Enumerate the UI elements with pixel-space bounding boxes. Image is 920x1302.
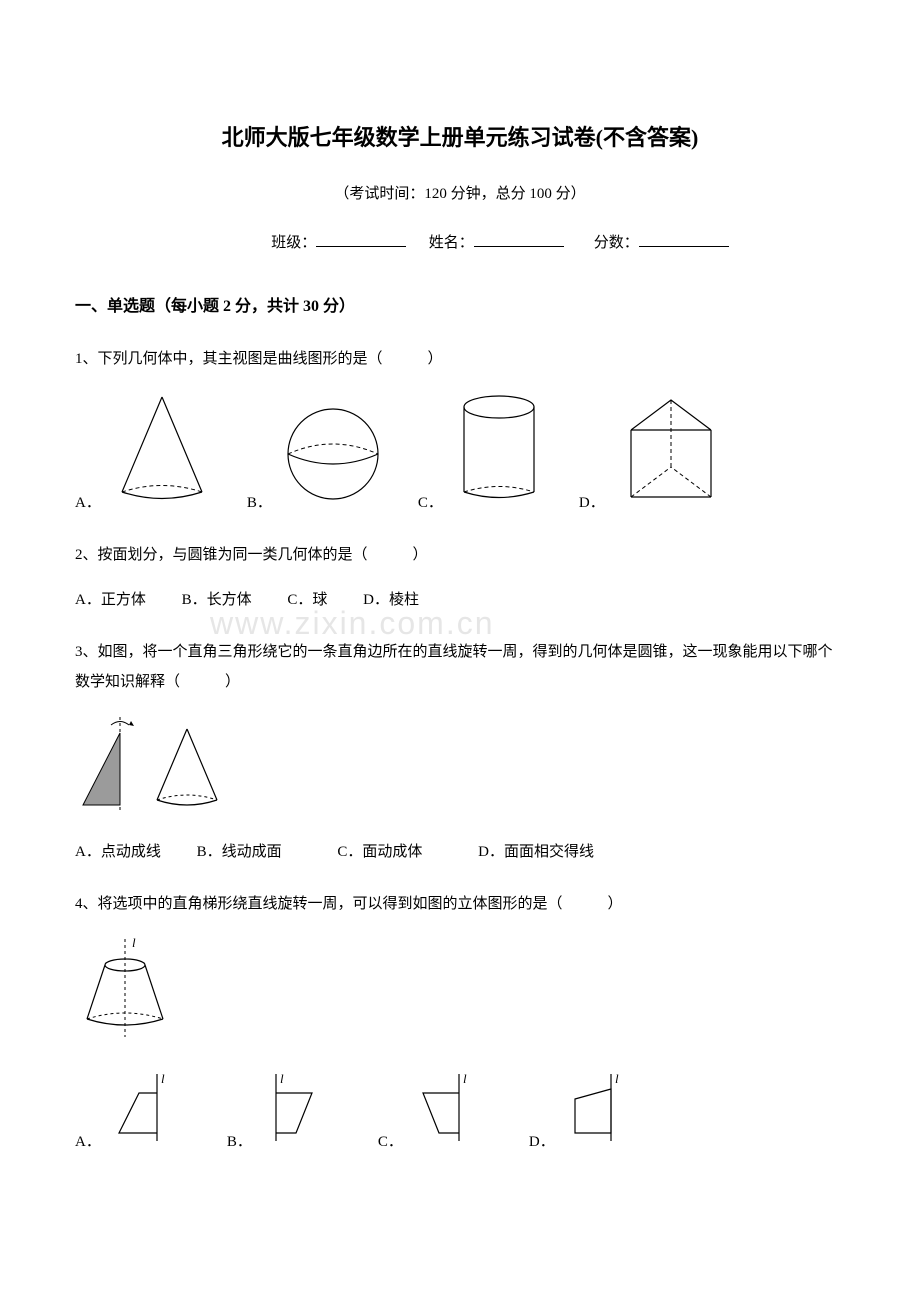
q4-trapezoid-c: l <box>409 1071 479 1151</box>
q4-text: 4、将选项中的直角梯形绕直线旋转一周，可以得到如图的立体图形的是（ ） <box>75 889 845 919</box>
q1-opt-a-label: A． <box>75 491 101 512</box>
q3-options: A．点动成线 B．线动成面 C．面动成体 D．面面相交得线 <box>75 840 845 861</box>
q1-opt-c-label: C． <box>418 491 443 512</box>
q4-opt-a-label: A． <box>75 1130 101 1151</box>
q4-opt-d-label: D． <box>529 1130 555 1151</box>
q2-opt-d: D．棱柱 <box>363 588 419 609</box>
page-title: 北师大版七年级数学上册单元练习试卷(不含答案) <box>75 120 845 152</box>
q2-options: A．正方体 B．长方体 C．球 D．棱柱 <box>75 588 845 609</box>
prism-figure <box>611 392 726 512</box>
svg-text:l: l <box>280 1071 284 1086</box>
q3-opt-a: A．点动成线 <box>75 840 161 861</box>
name-blank <box>474 231 564 247</box>
q1-opt-b-label: B． <box>247 491 272 512</box>
score-label: 分数： <box>594 235 639 251</box>
q3-text: 3、如图，将一个直角三角形绕它的一条直角边所在的直线旋转一周，得到的几何体是圆锥… <box>75 637 845 697</box>
q3-opt-c: C．面动成体 <box>337 840 422 861</box>
cylinder-figure <box>449 392 549 512</box>
q1-options: A． B． C． <box>75 392 845 512</box>
q4-opt-b-label: B． <box>227 1130 252 1151</box>
q2-text: 2、按面划分，与圆锥为同一类几何体的是（ ） <box>75 540 845 570</box>
q2-opt-b: B．长方体 <box>182 588 252 609</box>
cone-figure <box>107 392 217 512</box>
exam-info: （考试时间：120 分钟，总分 100 分） <box>75 182 845 203</box>
name-label: 姓名： <box>429 235 474 251</box>
q4-opt-c-label: C． <box>378 1130 403 1151</box>
q1-opt-d-label: D． <box>579 491 605 512</box>
fill-in-row: 班级： 姓名： 分数： <box>75 231 845 252</box>
svg-text:l: l <box>615 1071 619 1086</box>
score-blank <box>639 231 729 247</box>
svg-text:l: l <box>463 1071 467 1086</box>
q4-figure: l <box>75 937 845 1047</box>
q1-text: 1、下列几何体中，其主视图是曲线图形的是（ ） <box>75 344 845 374</box>
q3-figure <box>75 715 845 820</box>
q3-opt-b: B．线动成面 <box>197 840 282 861</box>
section-header: 一、单选题（每小题 2 分，共计 30 分） <box>75 292 845 316</box>
class-label: 班级： <box>271 235 316 251</box>
q4-trapezoid-a: l <box>107 1071 177 1151</box>
q2-opt-a: A．正方体 <box>75 588 146 609</box>
q4-options: A． l B． l C． <box>75 1071 845 1151</box>
q2-opt-c: C．球 <box>287 588 327 609</box>
q4-trapezoid-d: l <box>561 1071 631 1151</box>
sphere-figure <box>278 402 388 512</box>
svg-text:l: l <box>161 1071 165 1086</box>
q3-opt-d: D．面面相交得线 <box>478 840 594 861</box>
q4-trapezoid-b: l <box>258 1071 328 1151</box>
svg-text:l: l <box>132 937 136 950</box>
class-blank <box>316 231 406 247</box>
